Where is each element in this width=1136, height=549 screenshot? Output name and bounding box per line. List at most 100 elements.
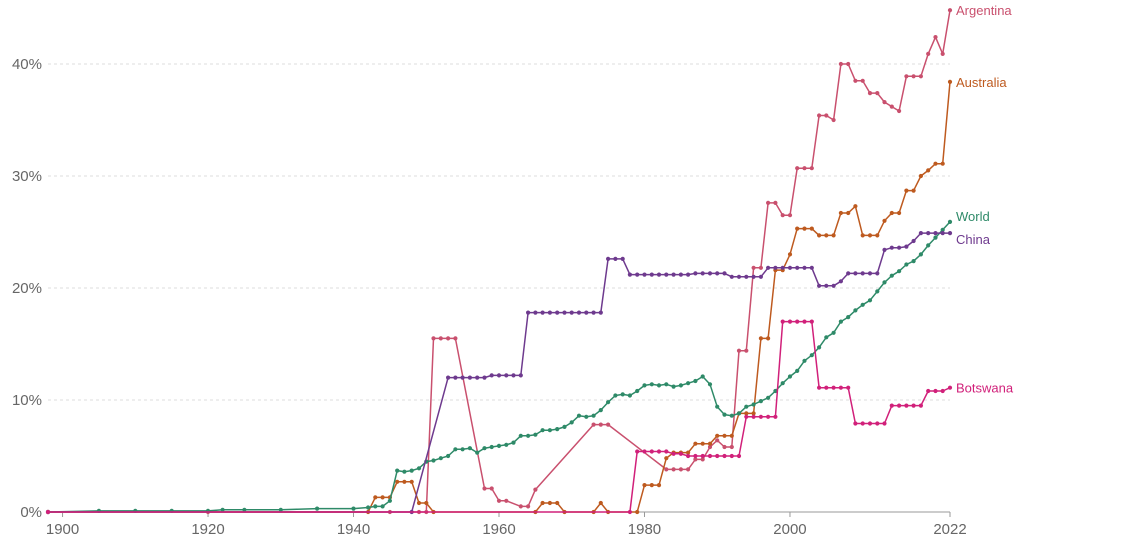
data-point-world [671, 384, 676, 389]
data-point-argentina [831, 117, 836, 123]
data-point-australia [933, 161, 938, 166]
data-point-china [729, 274, 734, 279]
y-tick-label: 0% [20, 504, 42, 521]
data-point-argentina [700, 457, 705, 462]
data-point-botswana [700, 453, 705, 459]
data-point-botswana [824, 385, 829, 390]
y-axis-ticks: 0% 10% 20% 30% 40% [12, 56, 42, 521]
data-point-argentina [496, 498, 502, 503]
data-point-world [438, 456, 443, 461]
data-point-argentina [606, 422, 611, 427]
data-point-china [802, 265, 807, 270]
data-point-australia [758, 336, 764, 341]
data-point-china [911, 238, 916, 244]
data-point-world [446, 453, 451, 459]
data-point-argentina [867, 91, 873, 96]
data-point-world [416, 466, 422, 471]
data-point-botswana [817, 385, 822, 390]
data-point-world [817, 345, 822, 350]
data-point-argentina [453, 336, 458, 341]
data-point-australia [686, 450, 691, 455]
data-point-australia [693, 441, 698, 446]
data-point-world [882, 280, 887, 285]
data-point-world [576, 413, 582, 418]
data-point-argentina [446, 336, 451, 341]
data-point-world [678, 383, 684, 388]
data-point-argentina [664, 467, 669, 472]
data-point-world [656, 383, 662, 388]
data-point-australia [817, 233, 822, 238]
data-point-australia [555, 500, 560, 506]
data-point-argentina [715, 438, 720, 443]
data-point-argentina [773, 200, 778, 205]
series-lines [45, 8, 953, 515]
data-point-world [773, 388, 778, 394]
data-point-australia [802, 226, 807, 231]
data-point-china [598, 310, 603, 315]
data-point-china [736, 274, 742, 279]
data-point-world [402, 469, 407, 474]
data-point-china [606, 256, 611, 261]
data-point-australia [409, 479, 414, 484]
data-point-world [584, 414, 589, 419]
data-point-australia [715, 433, 720, 438]
data-point-australia [635, 509, 640, 515]
y-tick-label: 40% [12, 56, 42, 73]
data-point-china [569, 310, 574, 315]
data-point-world [802, 358, 807, 363]
series-label-world: World [956, 209, 990, 224]
data-point-australia [809, 226, 814, 231]
data-point-world [431, 458, 436, 463]
data-point-australia [547, 500, 553, 506]
data-point-argentina [729, 444, 734, 450]
data-point-china [838, 279, 844, 284]
data-point-china [664, 272, 669, 277]
y-tick-label: 10% [12, 392, 42, 409]
data-point-botswana [664, 449, 669, 454]
data-point-china [656, 272, 662, 277]
x-axis-ticks: 1900 1920 1940 1960 1980 2000 2022 [46, 512, 967, 538]
y-tick-label: 30% [12, 168, 42, 185]
data-point-world [373, 504, 378, 509]
data-point-world [715, 404, 720, 409]
x-tick-label: 1940 [337, 521, 370, 538]
data-point-argentina [591, 422, 596, 427]
data-point-china [940, 231, 945, 236]
data-point-argentina [766, 200, 771, 205]
data-point-argentina [598, 422, 603, 427]
data-point-argentina [526, 504, 531, 509]
data-point-australia [846, 210, 851, 216]
data-point-botswana [911, 403, 916, 408]
data-point-world [569, 420, 574, 425]
data-point-world [809, 353, 814, 358]
data-point-china [540, 310, 545, 315]
data-point-china [933, 231, 938, 236]
data-point-china [446, 375, 451, 380]
data-point-botswana [766, 414, 771, 419]
data-point-china [562, 310, 567, 315]
data-point-china [846, 271, 851, 276]
data-point-botswana [780, 319, 785, 324]
data-point-botswana [889, 403, 894, 408]
data-point-world [540, 428, 545, 433]
data-point-australia [918, 173, 924, 179]
data-point-world [686, 381, 691, 386]
data-point-china [817, 283, 822, 288]
series-line-botswana [48, 320, 951, 513]
data-point-world [947, 219, 953, 224]
data-point-botswana [751, 414, 756, 419]
data-point-world [875, 289, 880, 294]
data-point-china [533, 310, 538, 315]
data-point-botswana [758, 414, 764, 419]
data-point-australia [380, 495, 385, 500]
x-tick-label: 2022 [933, 521, 966, 538]
data-point-argentina [802, 166, 807, 171]
data-point-china [787, 265, 793, 270]
data-point-botswana [678, 451, 684, 456]
data-point-argentina [897, 108, 902, 114]
data-point-china [867, 271, 873, 276]
data-point-botswana [45, 509, 51, 515]
data-point-world [315, 506, 320, 511]
data-point-china [831, 283, 836, 288]
data-point-world [729, 413, 734, 418]
